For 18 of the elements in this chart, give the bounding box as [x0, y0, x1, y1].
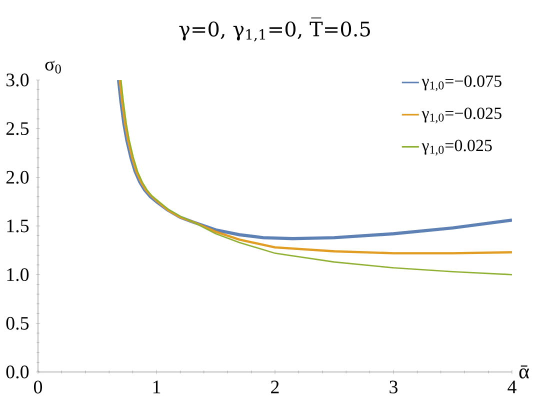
- y-tick-label: 2.5: [6, 122, 29, 136]
- y-tick-label: 0.0: [6, 366, 29, 378]
- x-axis-title: ᾱ: [519, 365, 530, 378]
- y-tick-label: 1.0: [7, 268, 29, 282]
- x-tick-label: 2: [271, 380, 279, 394]
- legend-label: γ$_{1,0}$=−0.075: [422, 75, 502, 92]
- y-axis-title: σ$_{0}$: [45, 60, 61, 74]
- y-tick-label: 2.0: [6, 170, 29, 184]
- legend-label: γ$_{1,0}$=−0.025: [422, 108, 502, 124]
- y-tick-label: 0.5: [6, 316, 29, 330]
- x-tick-label: 4: [508, 380, 516, 394]
- legend-label: γ$_{1,0}$=0.025: [422, 140, 492, 156]
- y-tick-label: 1.5: [7, 220, 29, 232]
- x-tick-label: 3: [390, 380, 398, 394]
- y-tick-label: 3.0: [6, 74, 29, 86]
- chart-title: γ=0, γ$_{1,1}$=0, T̅=0.5: [179, 18, 370, 42]
- x-tick-label: 1: [153, 380, 160, 394]
- x-tick-label: 0: [34, 380, 42, 394]
